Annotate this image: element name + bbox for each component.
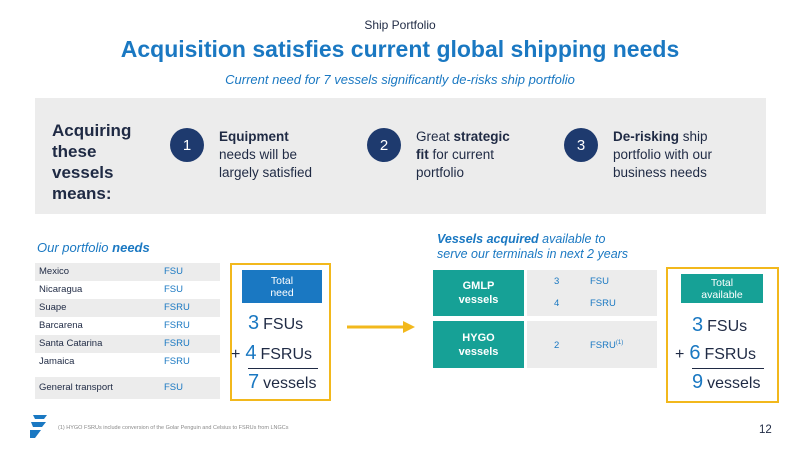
section-label: Ship Portfolio	[364, 18, 436, 32]
needs-heading: Our portfolio needs	[37, 240, 150, 255]
hygo-label: HYGO vessels	[433, 321, 524, 368]
step-number-3: 3	[564, 128, 598, 162]
hygo-fsru-count: 2	[554, 340, 560, 351]
sum-divider	[248, 368, 318, 369]
total-need-fsu: 3 FSUs	[248, 312, 304, 334]
gmlp-fsru-type: FSRU	[590, 298, 616, 309]
table-row: Jamaica FSRU	[35, 353, 220, 371]
gmlp-fsu-count: 3	[554, 276, 560, 287]
step-text-1: Equipment needs will be largely satisfie…	[219, 129, 313, 180]
total-available-box: Total available 3 FSUs +6 FSRUs 9 vessels	[666, 267, 779, 403]
table-row: General transport FSU	[39, 382, 183, 393]
total-available-header: Total available	[681, 274, 763, 303]
total-available-vessels: 9 vessels	[692, 371, 761, 393]
gmlp-fsru-count: 4	[554, 298, 560, 309]
step-number-2: 2	[367, 128, 401, 162]
sum-divider	[692, 368, 764, 369]
total-need-header: Total need	[242, 270, 322, 303]
table-row: Mexico FSU	[39, 266, 183, 277]
gmlp-fsu-type: FSU	[590, 276, 609, 287]
page-subtitle: Current need for 7 vessels significantly…	[225, 72, 575, 87]
table-row: Suape FSRU	[39, 302, 190, 313]
acquired-heading: Vessels acquired available to serve our …	[437, 232, 629, 261]
footnote: (1) HYGO FSRUs include conversion of the…	[58, 425, 289, 431]
page-title: Acquisition satisfies current global shi…	[120, 36, 680, 62]
total-need-vessels: 7 vessels	[248, 371, 317, 393]
hygo-detail	[527, 321, 657, 368]
total-need-fsru: +4 FSRUs	[231, 342, 313, 364]
page-number: 12	[759, 424, 772, 436]
gmlp-label: GMLP vessels	[433, 270, 524, 316]
benefits-band	[35, 98, 766, 214]
hygo-fsru-type: FSRU(1)	[590, 340, 624, 352]
gmlp-detail	[527, 270, 657, 316]
step-text-2: Great strategic fit for current portfoli…	[416, 129, 510, 180]
benefits-heading: Acquiring these vessels means:	[52, 121, 132, 203]
table-row: Santa Catarina FSRU	[39, 338, 190, 349]
company-logo-icon	[30, 415, 47, 438]
needs-table: Mexico FSU Nicaragua FSU Suape FSRU Barcare…	[35, 263, 220, 399]
total-available-fsru: +6 FSRUs	[675, 342, 757, 364]
total-need-box: Total need 3 FSUs +4 FSRUs 7 vessels	[230, 263, 331, 401]
arrow-right-icon	[347, 321, 415, 333]
total-available-fsu: 3 FSUs	[692, 314, 748, 336]
step-number-1: 1	[170, 128, 204, 162]
step-text-3: De-risking ship portfolio with our busin…	[613, 129, 713, 180]
table-row: Barcarena FSRU	[35, 317, 220, 335]
table-row: Nicaragua FSU	[35, 281, 220, 299]
